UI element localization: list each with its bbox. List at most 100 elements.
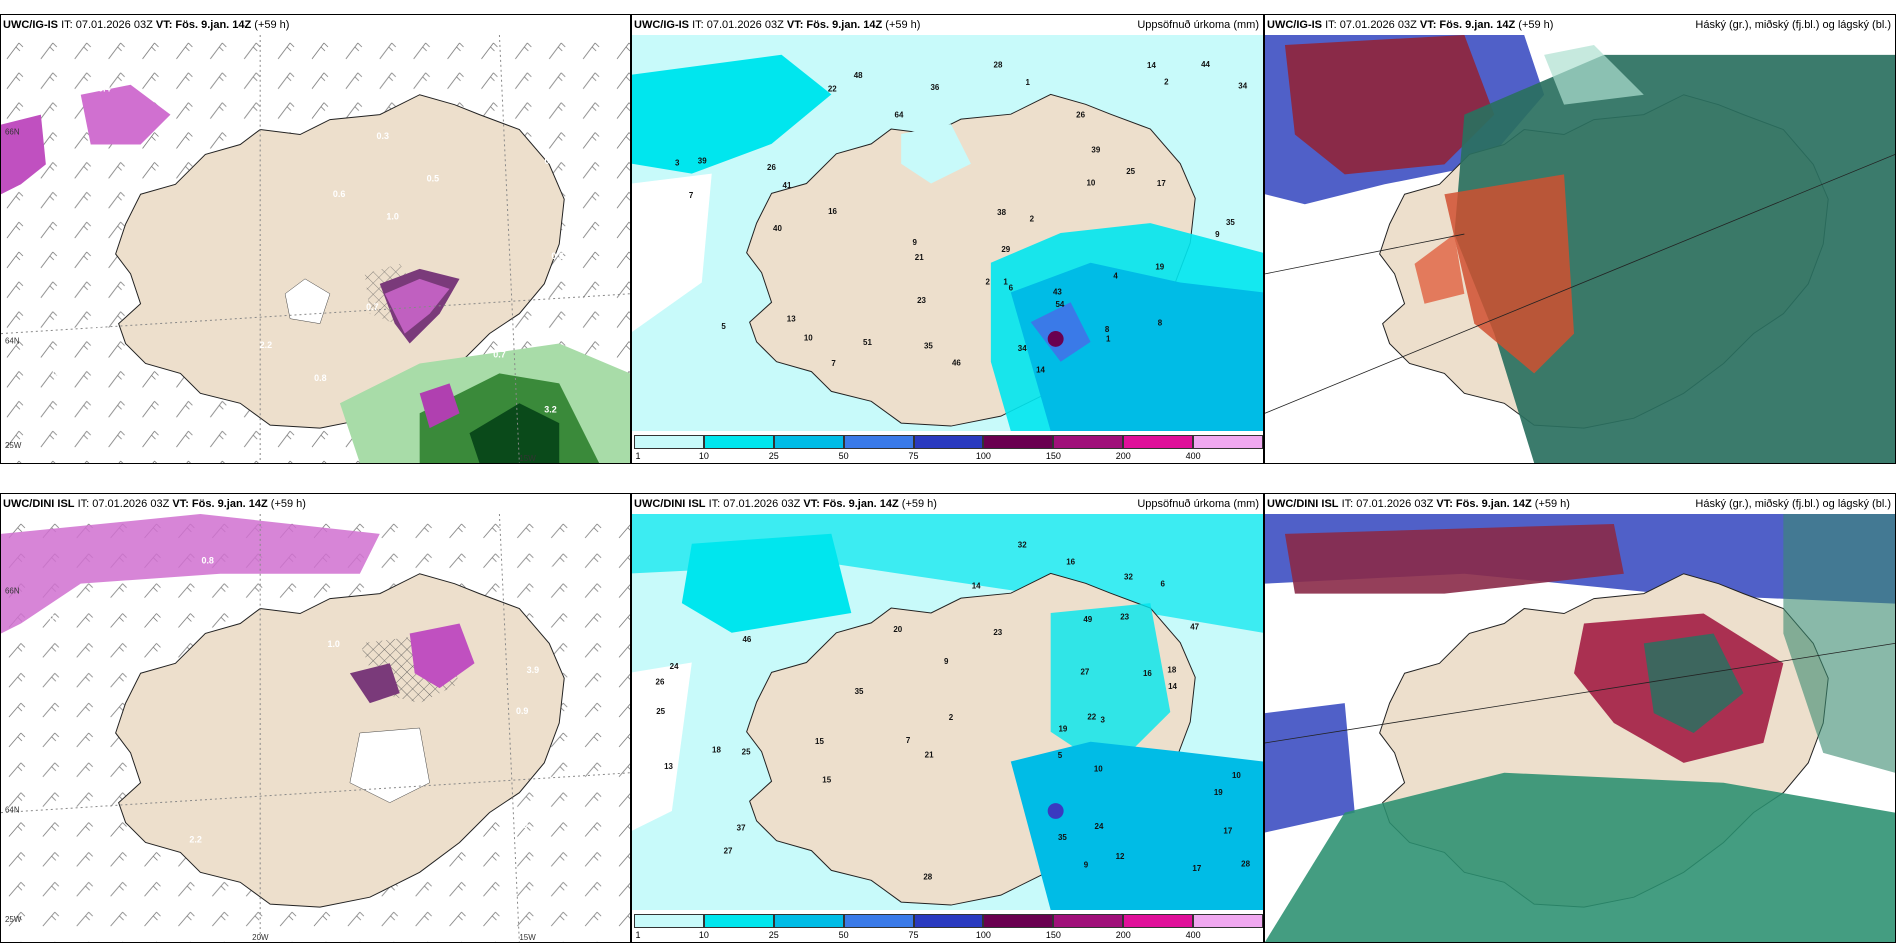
- map-value-label: 13: [664, 762, 673, 771]
- init-time: IT: 07.01.2026 03Z: [1341, 498, 1434, 510]
- lat-label-66: 66N: [5, 587, 20, 596]
- map-value-label: 2.2: [575, 642, 587, 652]
- colorbar-swatch: [843, 435, 914, 449]
- lead-time: (+59 h): [1534, 498, 1570, 510]
- map-value-label: 4: [1113, 272, 1118, 281]
- colorbar-swatch: [1123, 914, 1194, 928]
- map-value-label: 8: [1105, 325, 1110, 334]
- map-value-label: 0.5: [545, 156, 557, 166]
- map-value-label: 16: [1066, 558, 1075, 567]
- colorbar-swatch: [983, 914, 1054, 928]
- map-value-label: 6: [1161, 579, 1166, 588]
- map-value-label: 5: [721, 322, 726, 331]
- map-value-label: 9: [944, 657, 949, 666]
- lead-time: (+59 h): [885, 19, 921, 31]
- map-value-label: 16: [828, 207, 837, 216]
- map-value-label: 8: [1158, 318, 1163, 327]
- map-value-label: 18: [712, 745, 721, 754]
- map-value-label: 10: [1094, 765, 1103, 774]
- lead-time: (+59 h): [1518, 19, 1554, 31]
- lon-label-25: 25W: [5, 915, 22, 924]
- map-area[interactable]: 20W 15W 25W 66N 64N 1.21.02.03.00.30.70.…: [1, 35, 630, 463]
- colorbar-tick: 50: [838, 451, 849, 461]
- map-value-label: 3: [675, 159, 680, 168]
- map-value-label: 46: [952, 358, 961, 367]
- map-value-label: 2: [1164, 78, 1169, 87]
- panel-header: UWC/IG-IS IT: 07.01.2026 03Z VT: Fös. 9.…: [632, 15, 1263, 35]
- map-area[interactable]: 14 22 13 26 25 34 9 16 21 10 5 3 9 1 10 14 7 2 4 17 8 6 7 1 2 39 4…: [632, 35, 1263, 431]
- map-value-label: 1.2: [550, 565, 562, 575]
- valid-time: Fös. 9.jan. 14Z: [191, 498, 268, 510]
- map-area[interactable]: 5 10 16 19 35 23 18 9 17 12 22 19 13 10 15 17 6 18 32 20 21 2…: [632, 514, 1263, 910]
- model-name: UWC/DINI ISL: [634, 498, 706, 510]
- map-value-label: 1: [1003, 278, 1008, 287]
- map-value-label: 24: [670, 662, 679, 671]
- map-value-label: 0.3: [377, 131, 389, 141]
- colorbar-swatch: [634, 435, 704, 449]
- map-area[interactable]: 20W 15W 25W 66N 64N 1.9 2.2 1.2 1.0 2.0 0.8 3.…: [1, 514, 630, 942]
- colorbar-swatch: [703, 914, 774, 928]
- colorbar-swatch: [843, 914, 914, 928]
- colorbar-swatch: [1193, 435, 1263, 449]
- map-panel-clouds-dini: UWC/DINI ISL IT: 07.01.2026 03Z VT: Fös.…: [1264, 493, 1896, 943]
- map-value-label: 23: [993, 628, 1002, 637]
- map-area[interactable]: [1265, 35, 1895, 463]
- map-value-label: 34: [1238, 81, 1247, 90]
- map-value-label: 13: [787, 315, 796, 324]
- map-value-label: 35: [855, 687, 864, 696]
- colorbar-swatch: [1193, 914, 1263, 928]
- map-value-label: 49: [1083, 615, 1092, 624]
- map-value-label: 0.6: [52, 369, 64, 379]
- map-value-label: 51: [863, 338, 872, 347]
- map-value-label: 14: [1168, 682, 1177, 691]
- model-name: UWC/IG-IS: [1267, 19, 1322, 31]
- panel-header: UWC/IG-IS IT: 07.01.2026 03Z VT: Fös. 9.…: [1265, 15, 1895, 35]
- map-value-label: 39: [698, 157, 707, 166]
- lon-label-15: 15W: [519, 933, 536, 942]
- valid-time: Fös. 9.jan. 14Z: [822, 498, 899, 510]
- map-value-label: 1.3: [578, 673, 590, 683]
- map-value-label: 0.9: [516, 706, 528, 716]
- map-area[interactable]: [1265, 514, 1895, 942]
- colorbar-tick: 50: [838, 930, 849, 940]
- map-value-label: 40: [773, 224, 782, 233]
- map-value-label: 1: [1106, 335, 1111, 344]
- wind-value-labels: 1.2 1.0 2.0 3.0 0.3 0.7 0.6 0.5 0.4 0.6 0.5 0.7 0.6 0…: [52, 84, 621, 415]
- map-panel-clouds-igis: UWC/IG-IS IT: 07.01.2026 03Z VT: Fös. 9.…: [1264, 14, 1896, 464]
- colorbar-tick: 10: [698, 451, 709, 461]
- colorbar-tick: 100: [975, 930, 991, 940]
- panel-header: UWC/DINI ISL IT: 07.01.2026 03Z VT: Fös.…: [632, 494, 1263, 514]
- map-value-label: 10: [1086, 178, 1095, 187]
- wind-value-labels: 1.9 2.2 1.2 1.0 2.0 0.8 3.9 2.2 1.2 0.6 1.3 1.0 0.9: [42, 555, 590, 876]
- map-value-label: 2: [1030, 214, 1035, 223]
- panel-title: Háský (gr.), miðský (fj.bl.) og lágský (…: [1695, 19, 1891, 31]
- map-value-label: 3.9: [527, 665, 539, 675]
- map-value-label: 14: [972, 582, 981, 591]
- map-value-label: 24: [1095, 822, 1104, 831]
- colorbar-tick: 25: [768, 451, 779, 461]
- map-value-label: 20: [893, 625, 902, 634]
- lon-label-25: 25W: [5, 441, 22, 450]
- map-value-label: 26: [1076, 110, 1085, 119]
- map-value-label: 34: [1018, 344, 1027, 353]
- valid-label: VT:: [786, 19, 804, 31]
- colorbar-swatch: [703, 435, 774, 449]
- colorbar-swatch: [913, 914, 984, 928]
- panel-header: UWC/DINI ISL IT: 07.01.2026 03Z VT: Fös.…: [1265, 494, 1895, 514]
- map-value-label: 9: [1215, 230, 1220, 239]
- lon-label-15: 15W: [519, 454, 536, 463]
- map-value-label: 0.4: [98, 84, 110, 94]
- init-time: IT: 07.01.2026 03Z: [77, 498, 170, 510]
- colorbar-tick: 10: [698, 930, 709, 940]
- map-value-label: 43: [1053, 287, 1062, 296]
- panel-title: Háský (gr.), miðský (fj.bl.) og lágský (…: [1695, 498, 1891, 510]
- map-value-label: 35: [1058, 833, 1067, 842]
- init-time: IT: 07.01.2026 03Z: [692, 19, 784, 31]
- map-value-label: 15: [815, 737, 824, 746]
- map-panel-wind-igis: UWC/IG-IS IT: 07.01.2026 03Z VT: Fös. 9.…: [0, 14, 631, 464]
- colorbar-tick: 200: [1115, 930, 1131, 940]
- map-value-label: 19: [1155, 262, 1164, 271]
- lead-time: (+59 h): [901, 498, 937, 510]
- map-value-label: 28: [1241, 859, 1250, 868]
- map-value-label: 25: [742, 748, 751, 757]
